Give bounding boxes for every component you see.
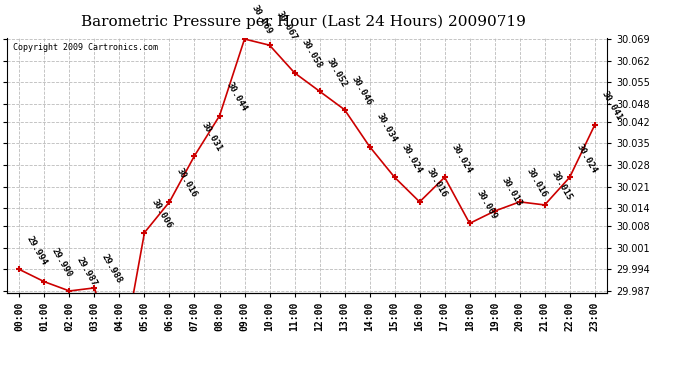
Text: Copyright 2009 Cartronics.com: Copyright 2009 Cartronics.com [13,43,158,52]
Text: 29.987: 29.987 [75,256,99,288]
Text: 30.016: 30.016 [175,166,199,199]
Text: 29.990: 29.990 [50,246,74,279]
Text: 30.031: 30.031 [200,121,224,153]
Text: 30.046: 30.046 [350,75,374,107]
Text: 30.024: 30.024 [450,142,474,174]
Text: 30.016: 30.016 [525,166,549,199]
Text: 30.013: 30.013 [500,176,524,208]
Text: 30.069: 30.069 [250,4,274,36]
Text: 30.058: 30.058 [300,38,324,70]
Text: 30.024: 30.024 [400,142,424,174]
Text: 30.067: 30.067 [275,10,299,42]
Text: 29.961: 29.961 [0,374,1,375]
Text: 30.024: 30.024 [575,142,599,174]
Text: 30.044: 30.044 [225,81,249,113]
Text: 30.006: 30.006 [150,197,174,230]
Text: 30.016: 30.016 [425,166,449,199]
Text: 30.009: 30.009 [475,188,499,220]
Text: 29.988: 29.988 [100,253,124,285]
Text: 29.994: 29.994 [25,234,49,267]
Text: 30.041: 30.041 [600,90,624,122]
Text: 30.034: 30.034 [375,111,399,144]
Text: 30.015: 30.015 [550,170,574,202]
Text: Barometric Pressure per Hour (Last 24 Hours) 20090719: Barometric Pressure per Hour (Last 24 Ho… [81,15,526,29]
Text: 30.052: 30.052 [325,56,349,88]
